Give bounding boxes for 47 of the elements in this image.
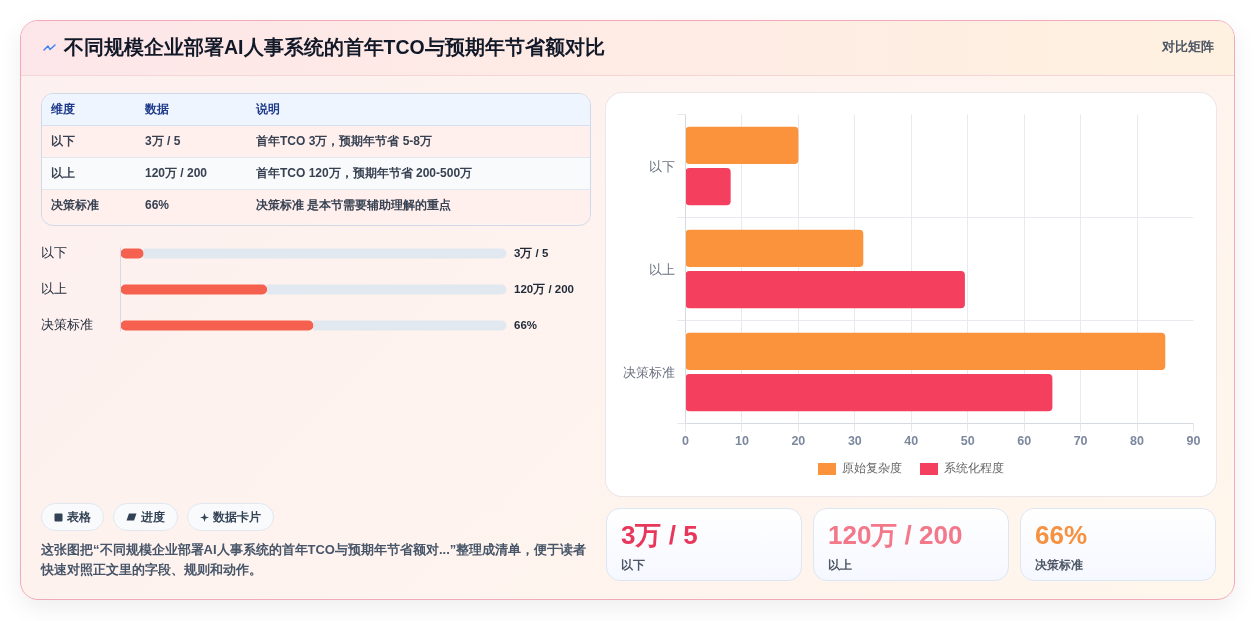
y-tick-label: 以下 <box>648 158 675 174</box>
bar <box>313 320 507 331</box>
y-tick-label: 决策标准 <box>41 317 93 333</box>
text: 3万 / 5 <box>621 520 698 550</box>
x-tick-label: 80 <box>1130 433 1145 448</box>
text: 120万 / 200 <box>514 282 574 297</box>
bar <box>685 229 864 267</box>
category-label: 以上 <box>828 558 852 572</box>
y-tick-label: 以上 <box>41 281 67 297</box>
y-tick-label: 以下 <box>41 245 67 261</box>
x-tick-label: 40 <box>904 433 919 448</box>
category-label: 决策标准 <box>1035 558 1083 572</box>
bar <box>685 126 799 164</box>
text: 3万 / 5 <box>514 246 549 261</box>
bar <box>143 248 507 259</box>
text: 进度 <box>113 503 178 531</box>
x-tick-label: 90 <box>1186 433 1201 448</box>
x-tick-label: 10 <box>734 433 749 448</box>
bar <box>267 284 507 295</box>
x-tick-label: 50 <box>960 433 975 448</box>
text: 数据卡片 <box>187 503 274 531</box>
text: 这张图把“不同规模企业部署AI人事系统的首年TCO与预期年节省额对...”整理成清单，便于读者快速对照正文里的字段、规则和动作。 <box>41 541 588 579</box>
bar <box>685 332 1166 370</box>
category-label: 数据 <box>136 94 247 126</box>
bar <box>685 374 1053 412</box>
y-tick-label: 决策标准 <box>622 364 675 380</box>
category-label: 以下 <box>621 558 645 572</box>
x-tick-label: 0 <box>682 433 690 448</box>
text: 66% <box>514 318 538 333</box>
text: 66% <box>1035 520 1088 550</box>
x-tick-label: 20 <box>791 433 806 448</box>
x-tick-label: 60 <box>1017 433 1032 448</box>
text: 120万 / 200 <box>828 520 963 550</box>
text: 不同规模企业部署AI人事系统的首年TCO与预期年节省额对比 <box>64 35 605 61</box>
bar <box>120 284 268 295</box>
bar <box>685 168 731 206</box>
y-tick-label: 以上 <box>648 261 675 277</box>
bar <box>685 271 965 309</box>
legend-label: 系统化程度 <box>944 460 1004 477</box>
text: 维度 <box>42 94 136 126</box>
category-label: 说明 <box>247 94 590 126</box>
text: 对比矩阵 <box>1162 39 1214 57</box>
bar <box>120 320 314 331</box>
x-tick-label: 70 <box>1073 433 1088 448</box>
legend-label: 原始复杂度 <box>842 460 902 477</box>
x-tick-label: 30 <box>847 433 862 448</box>
text: 表格 <box>41 503 104 531</box>
